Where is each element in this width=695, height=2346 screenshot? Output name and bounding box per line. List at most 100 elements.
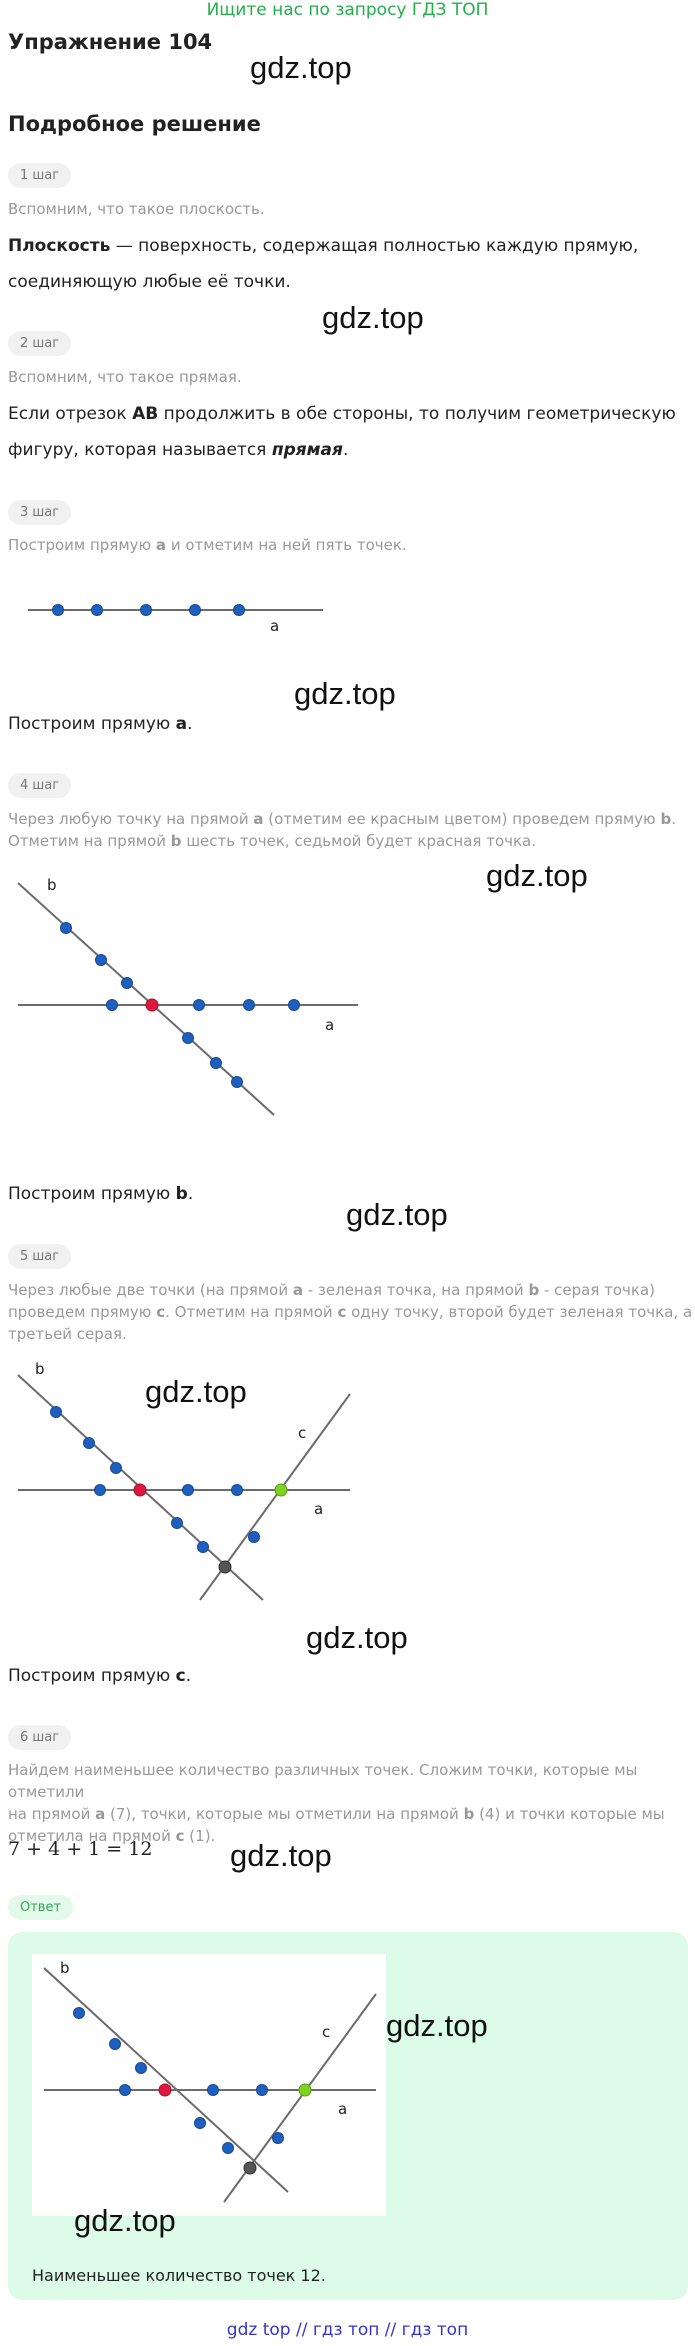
point: [60, 922, 72, 934]
step-hint: Через любую точку на прямой a (отметим е…: [8, 808, 676, 852]
point: [207, 2084, 219, 2096]
text-fragment: Построим прямую: [8, 714, 176, 734]
step-text: Плоскость — поверхность, содержащая полн…: [8, 228, 688, 300]
figure-lines-a-b-c: b c a: [17, 1360, 351, 1601]
line-name: c: [175, 1666, 186, 1686]
figure-line-a: a: [28, 604, 323, 635]
segment-name: AB: [132, 404, 159, 424]
point: [109, 2038, 121, 2050]
line-b: [43, 1967, 289, 2193]
line-b: [17, 882, 275, 1116]
step-hint: Через любые две точки (на прямой a - зел…: [8, 1279, 692, 1345]
text-fragment: шесть точек, седьмой будет красная точка…: [181, 832, 537, 850]
step-text: Построим прямую c.: [8, 1658, 688, 1694]
watermark: gdz.top: [306, 1620, 408, 1655]
line-name: b: [463, 1805, 475, 1823]
text-fragment: Если отрезок: [8, 404, 133, 424]
watermark: gdz.top: [386, 2008, 488, 2043]
text-fragment: соединяющую любые её точки.: [8, 272, 291, 292]
answer-badge: Ответ: [8, 1895, 74, 1920]
step-badge: 1 шаг: [8, 163, 72, 188]
text-fragment: третьей серая.: [8, 1325, 127, 1343]
red-point: [145, 998, 159, 1012]
text-fragment: (4) и точки которые мы: [474, 1805, 665, 1823]
point: [222, 2142, 234, 2154]
line-name: c: [156, 1303, 166, 1321]
text-fragment: (отметим ее красным цветом) проведем пря…: [263, 810, 661, 828]
text-fragment: .: [342, 440, 349, 460]
text-fragment: . Отметим на прямой: [165, 1303, 338, 1321]
point: [73, 2007, 85, 2019]
line-label-a: a: [314, 1500, 323, 1518]
point: [106, 999, 118, 1011]
term: Плоскость: [8, 236, 111, 256]
watermark: gdz.top: [486, 858, 588, 893]
line-label-c: c: [298, 1424, 306, 1442]
line-name: b: [170, 832, 182, 850]
gray-point: [218, 1560, 232, 1574]
point: [231, 1076, 243, 1088]
watermark: gdz.top: [294, 676, 396, 711]
line-name: a: [155, 536, 167, 554]
point: [119, 2084, 131, 2096]
text-fragment: .: [187, 1184, 194, 1204]
text-fragment: Построим прямую: [8, 536, 156, 554]
point: [193, 999, 205, 1011]
point: [52, 604, 64, 616]
footer-links[interactable]: gdz top // гдз топ // гдз топ: [226, 2320, 469, 2340]
point: [248, 1531, 260, 1543]
point: [243, 999, 255, 1011]
step-badge: 6 шаг: [8, 1725, 72, 1750]
red-point: [133, 1483, 147, 1497]
watermark: gdz.top: [322, 300, 424, 335]
step-hint: Вспомним, что такое плоскость.: [8, 200, 265, 218]
green-point: [298, 2083, 312, 2097]
point: [94, 1484, 106, 1496]
point: [95, 954, 107, 966]
point: [231, 1484, 243, 1496]
search-banner[interactable]: Ищите нас по запросу ГДЗ ТОП: [206, 0, 489, 20]
watermark: gdz.top: [346, 1197, 448, 1232]
step-text: Построим прямую b.: [8, 1176, 688, 1212]
point: [171, 1517, 183, 1529]
line-label-b: b: [60, 1959, 70, 1977]
text-fragment: Построим прямую: [8, 1184, 176, 1204]
text-fragment: - зеленая точка, на прямой: [302, 1281, 529, 1299]
line-name: a: [175, 714, 188, 734]
point: [110, 1462, 122, 1474]
watermark: gdz.top: [145, 1374, 247, 1409]
line-name: a: [95, 1805, 106, 1823]
answer-figure-bg: [32, 1954, 386, 2216]
point: [197, 1541, 209, 1553]
answer-figure: b c a: [43, 1959, 377, 2203]
line-label-a: a: [270, 617, 279, 635]
text-fragment: Отметим на прямой: [8, 832, 171, 850]
text-fragment: фигуру, которая называется: [8, 440, 272, 460]
green-point: [274, 1483, 288, 1497]
red-point: [158, 2083, 172, 2097]
point: [189, 604, 201, 616]
formula: 7 + 4 + 1 = 12: [8, 1838, 153, 1860]
line-name: b: [175, 1184, 188, 1204]
point: [233, 604, 245, 616]
point: [194, 2117, 206, 2129]
step-text: Если отрезок AB продолжить в обе стороны…: [8, 396, 688, 468]
watermark: gdz.top: [250, 50, 352, 85]
line-name: a: [253, 810, 264, 828]
line-label-b: b: [35, 1360, 45, 1378]
point: [135, 2062, 147, 2074]
point: [182, 1484, 194, 1496]
answer-text: Наименьшее количество точек 12.: [32, 2266, 326, 2285]
text-fragment: Через любую точку на прямой: [8, 810, 254, 828]
page-title: Упражнение 104: [8, 30, 213, 54]
point: [182, 1032, 194, 1044]
text-fragment: (1).: [184, 1827, 216, 1845]
step-badge: 4 шаг: [8, 773, 72, 798]
line-name: a: [292, 1281, 303, 1299]
text-fragment: — поверхность, содержащая полностью кажд…: [110, 236, 639, 256]
text-fragment: одну точку, второй будет зеленая точка, …: [346, 1303, 693, 1321]
line-name: c: [337, 1303, 347, 1321]
text-fragment: - серая точка): [539, 1281, 656, 1299]
line-label-a: a: [338, 2100, 347, 2118]
line-name: b: [528, 1281, 540, 1299]
